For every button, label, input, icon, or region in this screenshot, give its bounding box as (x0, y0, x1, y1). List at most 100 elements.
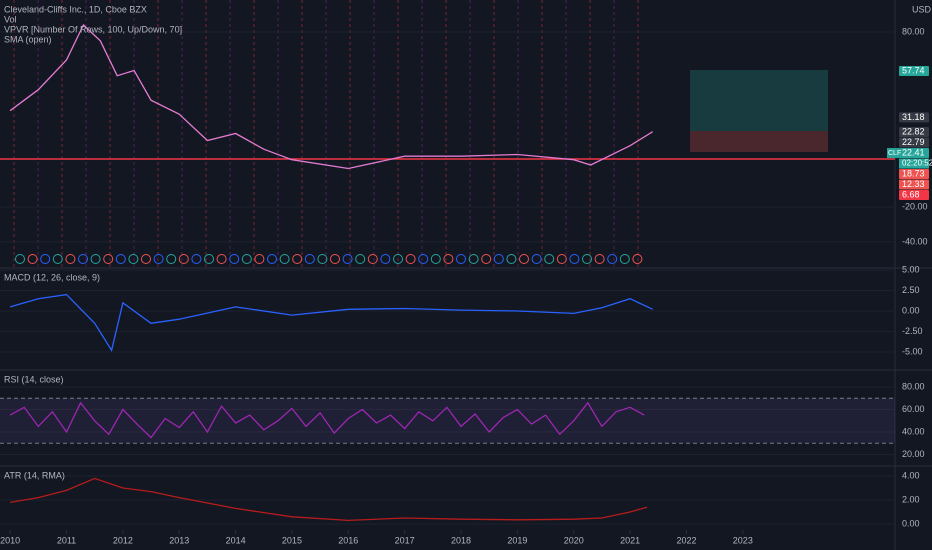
event-icon (519, 254, 529, 264)
position-loss-zone (690, 131, 828, 152)
event-icon (204, 254, 214, 264)
legend-line: VPVR [Number Of Rows, 100, Up/Down, 70] (4, 24, 182, 34)
price-label: 18.73 (902, 168, 925, 178)
x-tick-label: 2021 (620, 535, 640, 545)
event-icon (544, 254, 555, 264)
y-tick-label: -5.00 (902, 346, 923, 356)
series-line (9, 293, 653, 352)
event-icon (506, 254, 517, 264)
legend-line: SMA (open) (4, 34, 52, 44)
event-icon (254, 254, 265, 264)
event-icon (15, 254, 25, 264)
x-tick-label: 2011 (57, 535, 76, 545)
event-icon (367, 254, 378, 264)
event-icon (619, 254, 630, 264)
y-tick-label: 2.50 (902, 285, 920, 295)
x-tick-label: 2019 (507, 535, 527, 545)
event-icon (594, 254, 605, 264)
x-tick-label: 2015 (282, 535, 302, 545)
price-label: 22.79 (902, 137, 925, 147)
price-label-bg (899, 127, 929, 138)
price-label: 22.82 (902, 126, 925, 136)
event-icon (267, 254, 277, 264)
event-icon (241, 254, 252, 264)
pane-title: Cleveland-Cliffs Inc., 1D, Cboe BZX (4, 4, 147, 14)
pane-title: ATR (14, RMA) (4, 470, 65, 480)
x-tick-label: 2013 (169, 535, 189, 545)
event-icon (304, 254, 315, 264)
event-icon (632, 254, 643, 264)
x-tick-label: 2023 (733, 535, 753, 545)
series-line (9, 401, 645, 439)
x-tick-label: 2018 (451, 535, 471, 545)
x-tick-label: 2020 (564, 535, 584, 545)
y-tick-label: 40.00 (902, 426, 925, 436)
event-icon (153, 254, 164, 264)
event-icon (178, 254, 189, 264)
price-label: 6.68 (902, 189, 920, 199)
event-icon (468, 254, 479, 264)
price-label-bg (899, 169, 929, 180)
event-icon (128, 254, 139, 264)
event-icon (531, 254, 542, 264)
event-icon (430, 254, 441, 264)
series-line (9, 477, 648, 522)
symbol-tag-bg (887, 148, 899, 159)
event-icon (355, 254, 366, 264)
event-icon (279, 254, 290, 264)
price-label: 31.18 (902, 112, 925, 122)
event-icon (607, 254, 618, 264)
x-tick-label: 2010 (0, 535, 20, 545)
event-icon (52, 254, 63, 264)
price-label: 57.74 (902, 65, 925, 75)
x-tick-label: 2012 (113, 535, 133, 545)
event-icon (216, 254, 227, 264)
y-tick-label: 0.00 (902, 518, 920, 528)
event-icon (40, 254, 51, 264)
event-icon (65, 254, 76, 264)
event-icon (292, 254, 303, 264)
event-icon (229, 254, 240, 264)
event-icon (342, 254, 353, 264)
countdown-bg (899, 158, 929, 169)
y-tick-label: -40.00 (902, 236, 928, 246)
event-icon (27, 254, 38, 264)
pane-title: RSI (14, close) (4, 374, 64, 384)
countdown: 02:20:52 (902, 159, 932, 168)
y-tick-label: 5.00 (902, 264, 920, 274)
y-tick-label: -20.00 (902, 201, 928, 211)
event-icon (393, 254, 403, 264)
position-profit-zone (690, 70, 828, 131)
event-icon (78, 254, 88, 264)
event-icon (141, 254, 151, 264)
event-icon (418, 254, 429, 264)
event-icon (330, 254, 340, 264)
y-tick-label: 80.00 (902, 26, 925, 36)
y-tick-label: 0.00 (902, 305, 920, 315)
event-icon (405, 254, 416, 264)
x-tick-label: 2022 (676, 535, 696, 545)
symbol-tag: CLF (888, 150, 901, 157)
legend-line: Vol (4, 14, 17, 24)
y-tick-label: 20.00 (902, 449, 925, 459)
y-tick-label: 60.00 (902, 404, 925, 414)
currency: USD (912, 4, 932, 14)
event-icon (443, 254, 454, 264)
event-icon (556, 254, 567, 264)
pane-title: MACD (12, 26, close, 9) (4, 272, 100, 282)
event-icon (191, 254, 202, 264)
price-label-bg (899, 137, 929, 148)
price-label-bg (899, 65, 929, 76)
price-label-bg (899, 179, 929, 190)
price-label: 22.41 (902, 147, 925, 157)
series-line (9, 23, 654, 170)
y-tick-label: 2.00 (902, 494, 920, 504)
event-icon (103, 254, 114, 264)
x-tick-label: 2017 (395, 535, 415, 545)
event-icon (481, 254, 492, 264)
x-tick-label: 2016 (338, 535, 358, 545)
event-icon (115, 254, 126, 264)
